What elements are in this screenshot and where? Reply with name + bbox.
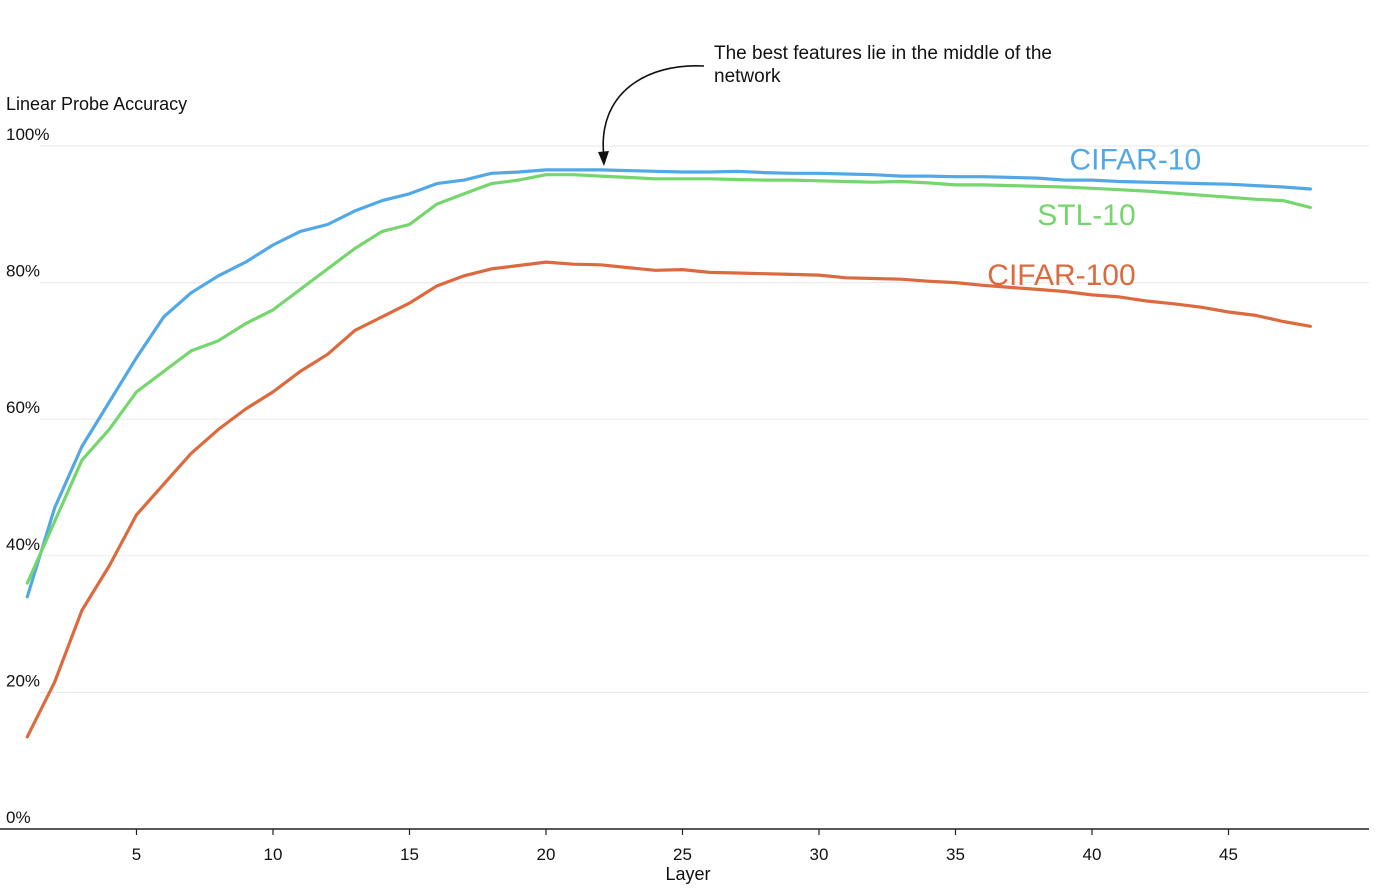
annotation-arrow xyxy=(602,65,705,159)
series-labels: CIFAR-10 STL-10 CIFAR-100 xyxy=(987,144,1201,292)
y-tick-label: 80% xyxy=(6,262,40,281)
x-tick-label: 25 xyxy=(673,845,692,864)
series-lines xyxy=(25,168,1313,739)
y-tick-label: 0% xyxy=(6,808,31,827)
y-tick-labels: 0% 20% 40% 60% 80% 100% xyxy=(6,125,49,827)
x-axis-title: Layer xyxy=(665,864,710,884)
x-tick-label: 10 xyxy=(264,845,283,864)
y-gridlines xyxy=(40,145,1369,694)
x-tick-label: 45 xyxy=(1219,845,1238,864)
series-line-cifar-10 xyxy=(25,168,1313,599)
x-tick-label: 15 xyxy=(400,845,419,864)
x-tick-label: 30 xyxy=(810,845,829,864)
series-line-stl-10 xyxy=(25,173,1313,585)
series-label-stl-10: STL-10 xyxy=(1037,199,1135,232)
annotation-arrowhead-icon xyxy=(598,151,609,166)
y-tick-label: 20% xyxy=(6,671,40,690)
y-tick-label: 100% xyxy=(6,125,49,144)
annotation-text-line-2: network xyxy=(714,66,781,87)
y-tick-label: 40% xyxy=(6,535,40,554)
y-axis-title: Linear Probe Accuracy xyxy=(6,94,187,114)
series-label-cifar-10: CIFAR-10 xyxy=(1069,144,1201,177)
series-line-cifar-100 xyxy=(25,260,1313,739)
x-tick-label: 20 xyxy=(537,845,556,864)
x-tick-label: 40 xyxy=(1083,845,1102,864)
x-tick-label: 5 xyxy=(132,845,141,864)
annotation-text-line-1: The best features lie in the middle of t… xyxy=(714,43,1052,64)
series-label-cifar-100: CIFAR-100 xyxy=(987,259,1135,292)
y-tick-label: 60% xyxy=(6,398,40,417)
x-tick-label: 35 xyxy=(946,845,965,864)
annotation: The best features lie in the middle of t… xyxy=(598,43,1052,166)
x-tick-labels: 5 10 15 20 25 30 35 40 45 xyxy=(132,829,1238,864)
